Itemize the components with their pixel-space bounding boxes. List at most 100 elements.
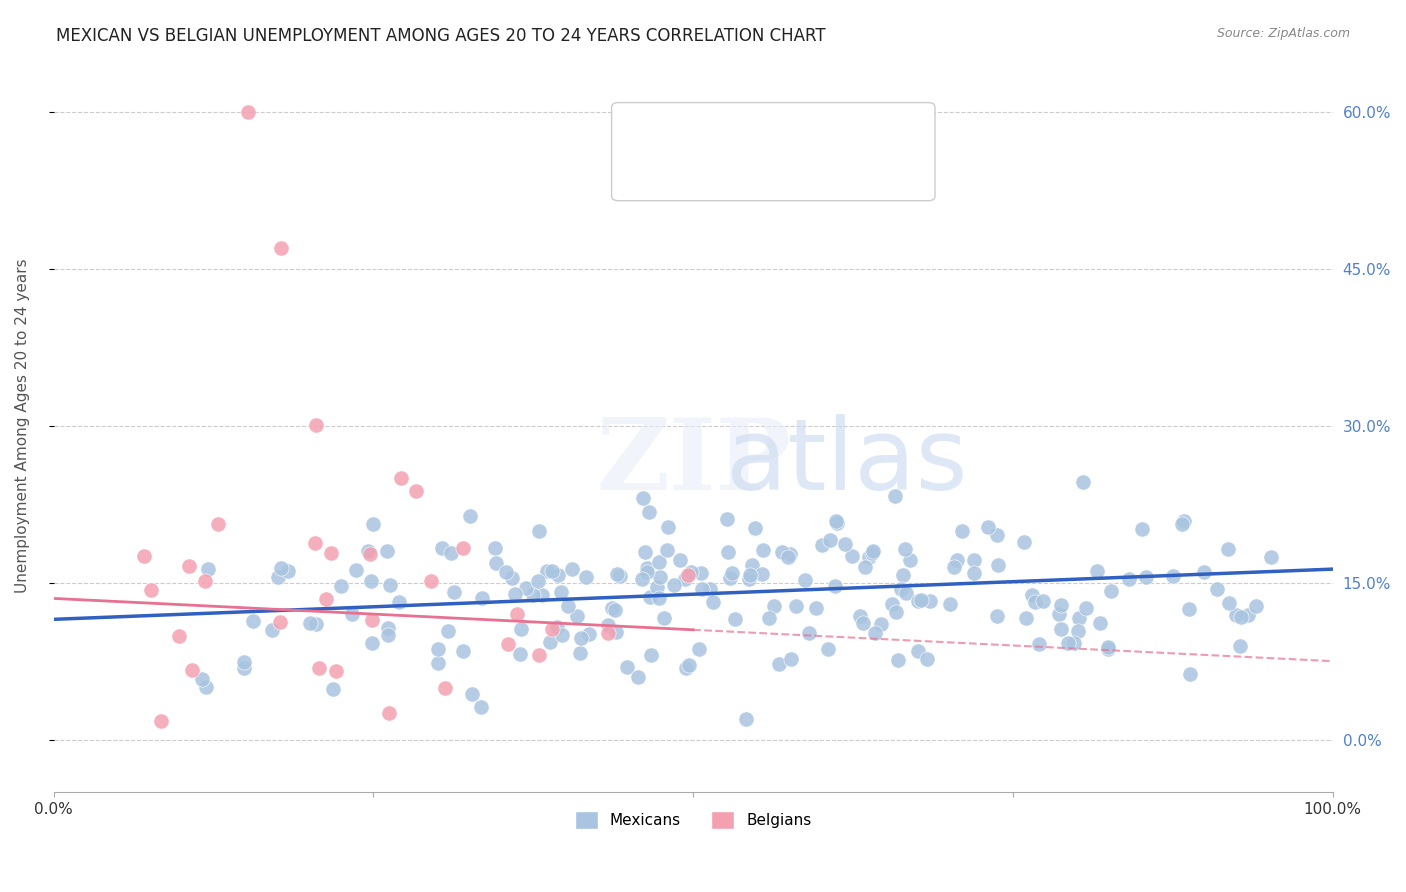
- Point: [305, 418, 328, 433]
- Y-axis label: Unemployment Among Ages 20 to 24 years: Unemployment Among Ages 20 to 24 years: [15, 259, 30, 593]
- Point: [898, 553, 921, 567]
- Point: [986, 608, 1008, 623]
- Point: [907, 643, 929, 657]
- Point: [962, 566, 984, 581]
- Point: [702, 595, 724, 609]
- Point: [605, 625, 627, 640]
- Point: [963, 553, 986, 567]
- Point: [232, 661, 254, 675]
- Point: [437, 624, 460, 639]
- Point: [1135, 569, 1157, 583]
- Point: [561, 562, 583, 576]
- Point: [267, 570, 290, 584]
- Point: [1069, 611, 1091, 625]
- Point: [640, 648, 662, 662]
- Point: [817, 642, 839, 657]
- Point: [578, 627, 600, 641]
- Text: MEXICAN VS BELGIAN UNEMPLOYMENT AMONG AGES 20 TO 24 YEARS CORRELATION CHART: MEXICAN VS BELGIAN UNEMPLOYMENT AMONG AG…: [56, 27, 825, 45]
- Point: [569, 632, 592, 646]
- Point: [269, 615, 291, 629]
- Text: Source: ZipAtlas.com: Source: ZipAtlas.com: [1216, 27, 1350, 40]
- Point: [870, 616, 893, 631]
- Point: [1171, 516, 1194, 531]
- Point: [1178, 666, 1201, 681]
- Point: [752, 543, 775, 558]
- Point: [132, 549, 155, 563]
- Point: [950, 524, 973, 539]
- Point: [167, 629, 190, 643]
- Point: [515, 581, 537, 595]
- Point: [277, 564, 299, 578]
- Point: [1216, 541, 1239, 556]
- Point: [920, 593, 942, 607]
- Point: [506, 607, 529, 621]
- Point: [825, 514, 848, 528]
- Point: [887, 652, 910, 666]
- Point: [1097, 641, 1119, 656]
- Point: [596, 617, 619, 632]
- Point: [321, 546, 343, 560]
- Point: [496, 637, 519, 651]
- Point: [575, 570, 598, 584]
- Point: [772, 545, 794, 559]
- Point: [510, 622, 533, 636]
- Point: [824, 578, 846, 592]
- Point: [806, 601, 828, 615]
- Point: [238, 104, 260, 119]
- Point: [738, 572, 761, 586]
- Point: [527, 574, 550, 588]
- Point: [538, 635, 561, 649]
- Point: [849, 609, 872, 624]
- Point: [378, 706, 401, 720]
- Point: [529, 524, 551, 539]
- Text: atlas: atlas: [725, 414, 967, 511]
- Point: [536, 565, 558, 579]
- Point: [778, 550, 800, 565]
- Point: [359, 547, 381, 561]
- Point: [758, 611, 780, 625]
- Point: [986, 528, 1008, 542]
- Point: [141, 582, 163, 597]
- Point: [377, 621, 399, 635]
- Point: [375, 544, 398, 558]
- Point: [1097, 640, 1119, 654]
- Point: [177, 559, 200, 574]
- Point: [426, 657, 449, 671]
- Point: [1071, 475, 1094, 490]
- Point: [344, 563, 367, 577]
- Point: [673, 572, 696, 586]
- Point: [648, 555, 671, 569]
- Point: [1063, 636, 1085, 650]
- Point: [891, 568, 914, 582]
- Point: [270, 561, 292, 575]
- Point: [1244, 599, 1267, 613]
- Point: [308, 661, 330, 675]
- Point: [602, 601, 624, 615]
- Point: [907, 594, 929, 608]
- Point: [1161, 568, 1184, 582]
- Point: [721, 566, 744, 580]
- Point: [880, 597, 903, 611]
- Point: [1206, 582, 1229, 597]
- Point: [690, 582, 713, 596]
- Point: [1130, 522, 1153, 536]
- Point: [596, 625, 619, 640]
- Point: [763, 599, 786, 613]
- Point: [433, 681, 456, 696]
- Point: [557, 599, 579, 614]
- Point: [1118, 572, 1140, 586]
- Point: [1074, 601, 1097, 615]
- Point: [495, 565, 517, 579]
- Point: [304, 535, 326, 549]
- Point: [606, 567, 628, 582]
- Point: [325, 664, 347, 678]
- Point: [616, 659, 638, 673]
- Point: [1229, 609, 1251, 624]
- Point: [894, 541, 917, 556]
- Point: [443, 584, 465, 599]
- Point: [405, 483, 427, 498]
- Point: [638, 591, 661, 605]
- Point: [631, 491, 654, 505]
- Point: [426, 641, 449, 656]
- Point: [675, 661, 697, 675]
